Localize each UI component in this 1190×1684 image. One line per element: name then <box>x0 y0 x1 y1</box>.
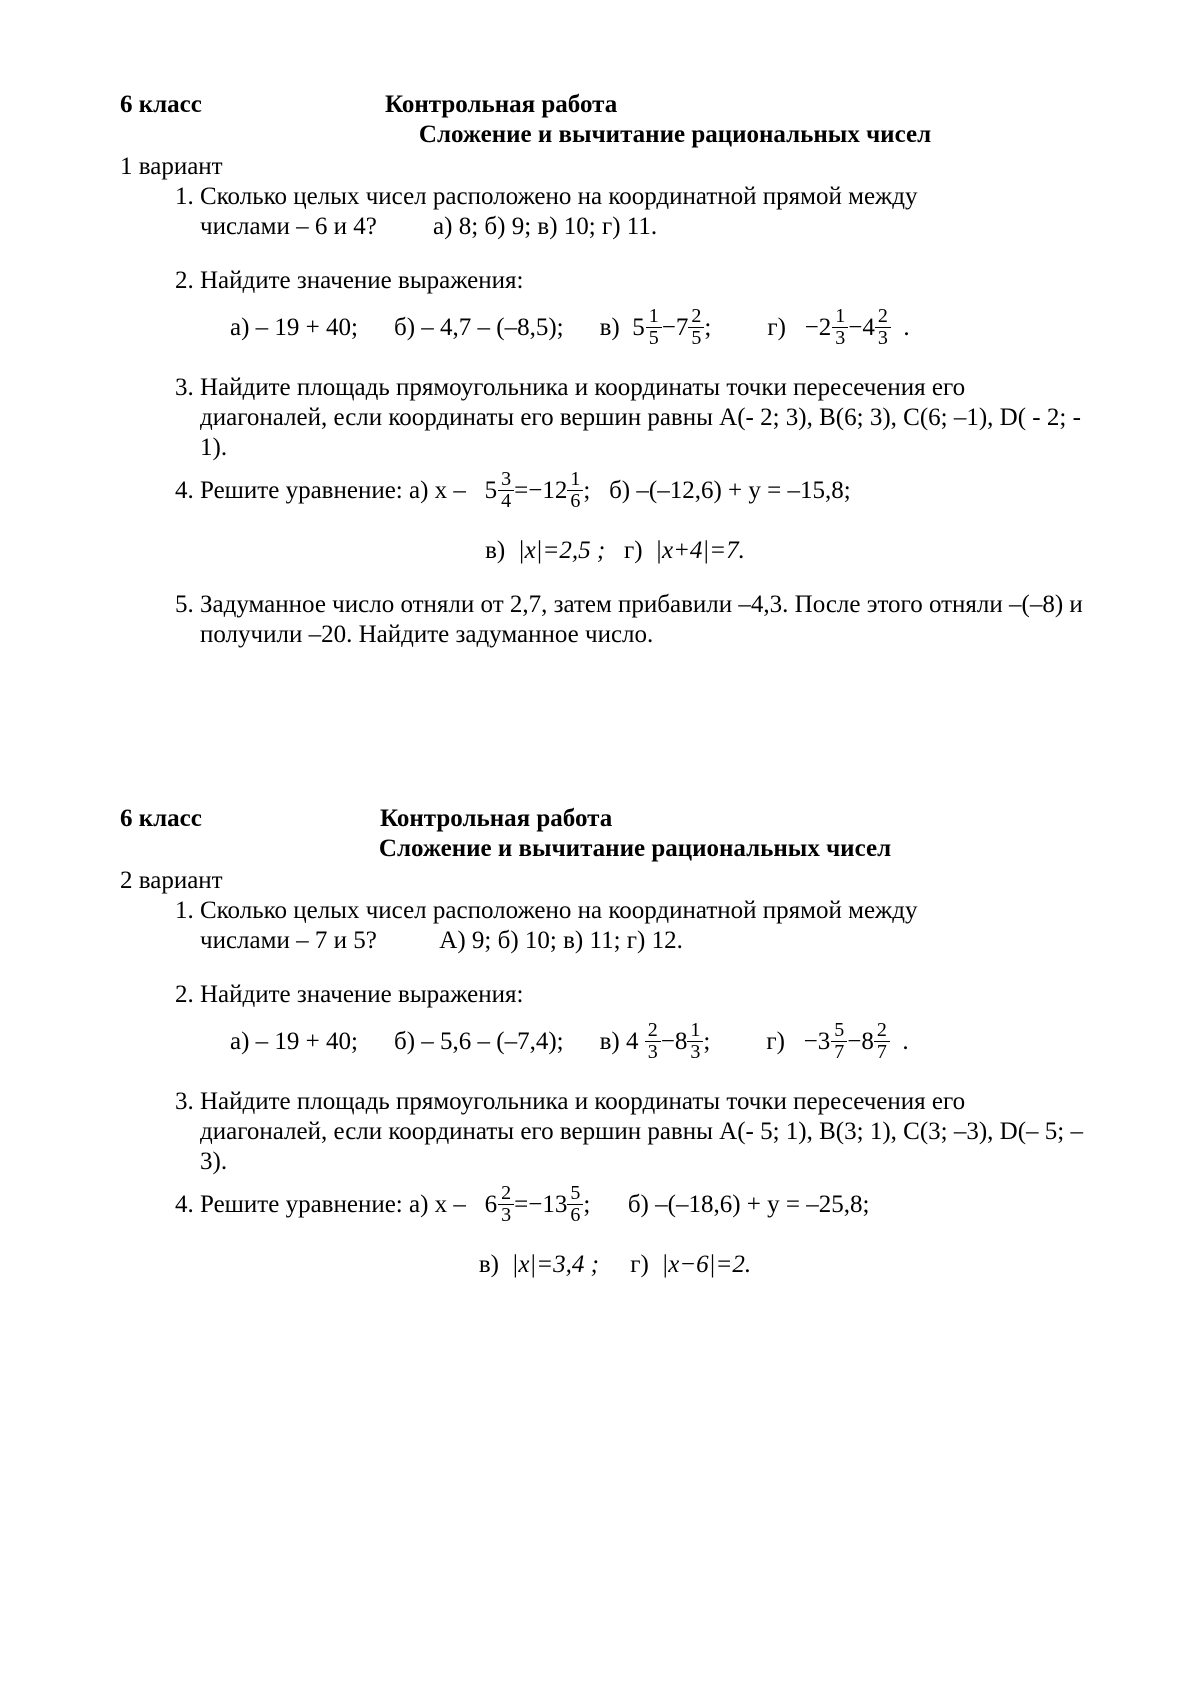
problem-text: Сколько целых чисел расположено на коорд… <box>200 183 918 210</box>
abs-expr: |x+4|=7. <box>655 536 745 566</box>
mixed-fraction: 6 23 <box>485 1183 515 1226</box>
problem-options: а) 8; б) 9; в) 10; г) 11. <box>433 213 657 240</box>
opt-b: б) – 5,6 – (–7,4); <box>394 1027 564 1057</box>
problem-text: Решите уравнение: а) х – <box>200 1190 466 1220</box>
op: −8 <box>847 1027 874 1057</box>
problem-text-b: числами – 6 и 4? <box>200 213 377 240</box>
tail: ; <box>583 1190 590 1220</box>
mixed-fraction: 5 15 <box>632 306 662 349</box>
grade-label: 6 класс <box>120 90 385 120</box>
tail: ; <box>583 476 590 506</box>
problem-text: Найдите значение выражения: <box>200 981 523 1008</box>
opt-a: а) – 19 + 40; <box>230 313 358 343</box>
mixed-fraction: 23 <box>645 1020 661 1063</box>
abs-expr: |x|=3,4 ; <box>511 1250 599 1280</box>
variant-label: 1 вариант <box>120 152 1090 182</box>
test-subtitle: Сложение и вычитание рациональных чисел <box>120 834 1090 864</box>
opt-b: б) –(–18,6) + у = –25,8; <box>628 1190 870 1220</box>
problem-list: Сколько целых чисел расположено на коорд… <box>120 896 1090 1280</box>
opt-v-label: в) 4 <box>600 1027 639 1057</box>
problem-options: А) 9; б) 10; в) 11; г) 12. <box>439 927 683 954</box>
section-variant-1: 6 класс Контрольная работа Сложение и вы… <box>120 90 1090 650</box>
mixed-fraction: 56 <box>567 1183 583 1226</box>
opt-a: а) – 19 + 40; <box>230 1027 358 1057</box>
problem-3: Найдите площадь прямоугольника и координ… <box>200 1087 1090 1177</box>
op: −7 <box>662 313 689 343</box>
abs-expr: |x|=2,5 ; <box>518 536 606 566</box>
opt-g-label: г) <box>624 536 643 566</box>
eq: =−13 <box>514 1190 567 1220</box>
test-title: Контрольная работа <box>380 804 612 834</box>
opt-g-label: г) <box>630 1250 649 1280</box>
problem-text: Решите уравнение: а) х – <box>200 476 466 506</box>
mixed-fraction: 5 34 <box>485 469 515 512</box>
opt-b: б) – 4,7 – (–8,5); <box>394 313 564 343</box>
problem-text: Задуманное число отняли от 2,7, затем пр… <box>200 591 1083 648</box>
problem-list: Сколько целых чисел расположено на коорд… <box>120 182 1090 650</box>
opt-v-label: в) <box>485 536 505 566</box>
problem-text: Найдите площадь прямоугольника и координ… <box>200 374 1081 461</box>
problem-1: Сколько целых чисел расположено на коорд… <box>200 182 1090 242</box>
problem-text: Найдите площадь прямоугольника и координ… <box>200 1088 1083 1175</box>
opt-v-label: в) <box>600 313 620 343</box>
variant-label: 2 вариант <box>120 866 1090 896</box>
problem-1: Сколько целых чисел расположено на коорд… <box>200 896 1090 956</box>
grade-label: 6 класс <box>120 804 380 834</box>
problem-2: Найдите значение выражения: а) – 19 + 40… <box>200 266 1090 349</box>
op: −4 <box>848 313 875 343</box>
abs-expr: |x−6|=2. <box>661 1250 751 1280</box>
op: −8 <box>661 1027 688 1057</box>
opt-g-label: г) <box>766 1027 785 1057</box>
opt-g-label: г) <box>767 313 786 343</box>
tail: ; <box>703 1027 710 1057</box>
problem-text: Найдите значение выражения: <box>200 267 523 294</box>
eq: =−12 <box>514 476 567 506</box>
tail: . <box>902 1027 908 1057</box>
opt-b: б) –(–12,6) + у = –15,8; <box>609 476 851 506</box>
problem-text-b: числами – 7 и 5? <box>200 927 377 954</box>
problem-5: Задуманное число отняли от 2,7, затем пр… <box>200 590 1090 650</box>
tail: . <box>903 313 909 343</box>
mixed-fraction: −3 57 <box>804 1020 848 1063</box>
mixed-fraction: 27 <box>874 1020 890 1063</box>
test-title: Контрольная работа <box>385 90 617 120</box>
problem-4: Решите уравнение: а) х – 5 34 =−12 16 ; … <box>200 469 1090 566</box>
tail: ; <box>704 313 711 343</box>
mixed-fraction: 16 <box>567 469 583 512</box>
problem-3: Найдите площадь прямоугольника и координ… <box>200 373 1090 463</box>
problem-text: Сколько целых чисел расположено на коорд… <box>200 897 918 924</box>
problem-2: Найдите значение выражения: а) – 19 + 40… <box>200 980 1090 1063</box>
mixed-fraction: 13 <box>687 1020 703 1063</box>
mixed-fraction: −2 13 <box>805 306 849 349</box>
mixed-fraction: 23 <box>875 306 891 349</box>
test-subtitle: Сложение и вычитание рациональных чисел <box>120 120 1090 150</box>
mixed-fraction: 25 <box>688 306 704 349</box>
problem-4: Решите уравнение: а) х – 6 23 =−13 56 ; … <box>200 1183 1090 1280</box>
section-variant-2: 6 класс Контрольная работа Сложение и вы… <box>120 804 1090 1280</box>
opt-v-label: в) <box>479 1250 499 1280</box>
